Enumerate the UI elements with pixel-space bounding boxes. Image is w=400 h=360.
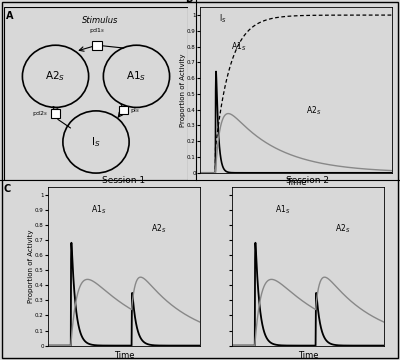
FancyBboxPatch shape [92,41,102,50]
Text: A1$_S$: A1$_S$ [231,40,246,53]
Text: pd2$_S$: pd2$_S$ [32,109,49,118]
Text: A2$_S$: A2$_S$ [306,104,321,117]
Text: I$_S$: I$_S$ [91,135,101,149]
X-axis label: Time: Time [114,351,134,360]
FancyBboxPatch shape [51,109,60,118]
Text: pI$_S$: pI$_S$ [130,105,140,114]
Text: I$_S$: I$_S$ [219,12,227,25]
Title: Session 2: Session 2 [286,176,330,185]
Title: Session 1: Session 1 [102,176,146,185]
Text: A1$_S$: A1$_S$ [274,203,290,216]
Text: A2$_S$: A2$_S$ [151,222,167,235]
Text: A1$_S$: A1$_S$ [126,69,146,83]
Text: C: C [4,184,11,194]
Text: A1$_S$: A1$_S$ [90,203,106,216]
Text: A2$_S$: A2$_S$ [335,222,351,235]
Text: A: A [6,11,13,21]
FancyBboxPatch shape [119,106,128,114]
Text: pd1$_S$: pd1$_S$ [89,26,105,35]
Y-axis label: Proportion of Activity: Proportion of Activity [28,230,34,303]
Text: B: B [185,0,192,4]
Y-axis label: Proportion of Activity: Proportion of Activity [180,53,186,127]
Text: Stimulus: Stimulus [82,16,118,25]
X-axis label: Time: Time [298,351,318,360]
Text: A2$_S$: A2$_S$ [46,69,66,83]
X-axis label: Time: Time [286,178,306,187]
